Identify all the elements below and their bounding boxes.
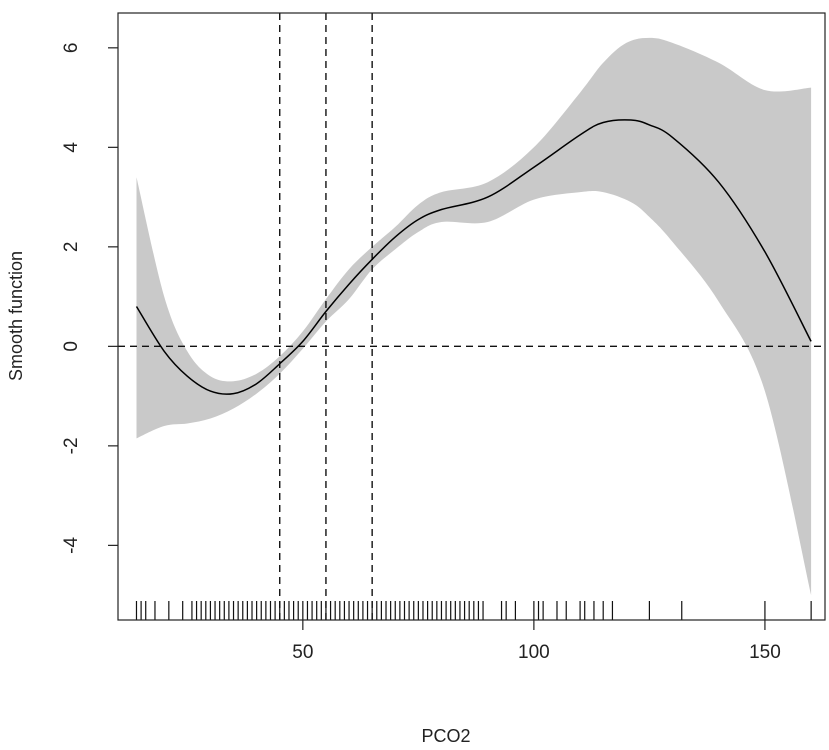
y-tick-label: -2 bbox=[61, 437, 82, 454]
fit-line-layer bbox=[135, 119, 812, 395]
y-tick-label: 4 bbox=[61, 142, 82, 153]
x-axis: 50 100 150 bbox=[292, 620, 781, 663]
y-axis: -4 -2 0 2 4 6 bbox=[61, 43, 118, 554]
fit-line bbox=[135, 119, 812, 395]
x-tick-label: 100 bbox=[518, 642, 550, 663]
plot-frame bbox=[117, 12, 826, 621]
x-tick-label: 50 bbox=[292, 642, 313, 663]
y-tick-label: 0 bbox=[61, 341, 82, 352]
y-tick-label: 6 bbox=[61, 43, 82, 54]
y-tick-label: -4 bbox=[61, 536, 82, 553]
x-axis-title: PCO2 bbox=[421, 726, 470, 746]
y-tick-label: 2 bbox=[61, 242, 82, 253]
confidence-band bbox=[136, 37, 812, 596]
x-tick-label: 150 bbox=[749, 642, 781, 663]
y-axis-title: Smooth function bbox=[6, 251, 26, 381]
reference-lines-layer bbox=[118, 13, 825, 620]
confidence-band-layer bbox=[136, 37, 812, 596]
rug-layer bbox=[135, 601, 812, 620]
